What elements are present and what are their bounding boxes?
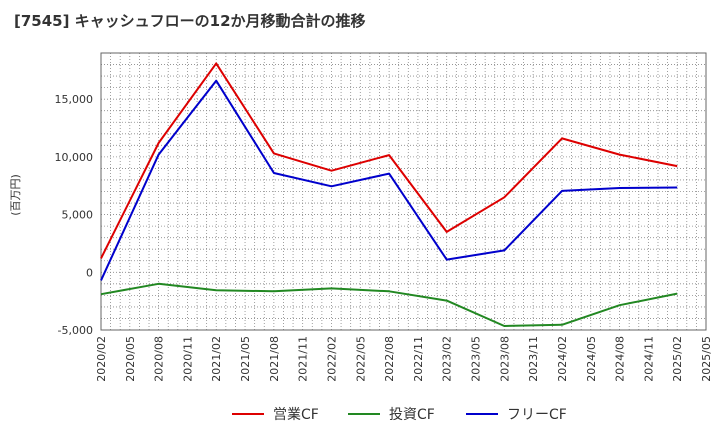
y-axis-label: (百万円) <box>9 174 22 216</box>
x-tick-label: 2022/11 <box>412 336 425 382</box>
chart-title: [7545] キャッシュフローの12か月移動合計の推移 <box>14 12 366 30</box>
x-axis-ticks: 2020/02 2020/05 2020/08 2020/11 2021/02 2021/… <box>95 336 713 382</box>
series-line-投資CF <box>100 282 678 327</box>
x-tick-label: 2022/08 <box>383 336 396 382</box>
x-tick-label: 2024/08 <box>614 336 627 382</box>
x-tick-label: 2025/02 <box>671 336 684 382</box>
x-tick-label: 2023/02 <box>441 336 454 382</box>
y-tick-label: 10,000 <box>55 151 94 164</box>
y-axis-ticks: -5,000 0 5,000 10,000 15,000 <box>55 93 94 337</box>
y-tick-label: -5,000 <box>58 324 93 337</box>
x-tick-label: 2021/11 <box>297 336 310 382</box>
y-tick-label: 15,000 <box>55 93 94 106</box>
legend-label: 投資CF <box>389 407 435 423</box>
x-tick-label: 2024/02 <box>556 336 569 382</box>
y-tick-label: 0 <box>86 266 93 279</box>
x-tick-label: 2024/05 <box>585 336 598 382</box>
x-tick-label: 2022/02 <box>325 336 338 382</box>
x-tick-label: 2025/05 <box>700 336 713 382</box>
legend-label: フリーCF <box>507 407 567 423</box>
x-tick-label: 2020/08 <box>153 336 166 382</box>
x-tick-label: 2021/08 <box>268 336 281 382</box>
grid-lines <box>101 53 706 330</box>
plot-frame <box>100 52 707 331</box>
x-tick-label: 2020/11 <box>181 336 194 382</box>
x-tick-label: 2024/11 <box>642 336 655 382</box>
x-tick-label: 2023/08 <box>498 336 511 382</box>
series-line-フリーCF <box>100 79 678 281</box>
x-tick-label: 2023/11 <box>527 336 540 382</box>
x-tick-label: 2020/05 <box>124 336 137 382</box>
y-tick-label: 5,000 <box>62 209 94 222</box>
series-line-営業CF <box>100 62 678 259</box>
x-tick-label: 2023/05 <box>470 336 483 382</box>
x-tick-label: 2020/02 <box>95 336 108 382</box>
x-tick-label: 2021/02 <box>210 336 223 382</box>
x-tick-label: 2022/05 <box>354 336 367 382</box>
series-lines <box>100 62 678 327</box>
x-tick-label: 2021/05 <box>239 336 252 382</box>
legend-label: 営業CF <box>273 407 319 423</box>
legend: 営業CF 投資CF フリーCF <box>232 407 567 423</box>
